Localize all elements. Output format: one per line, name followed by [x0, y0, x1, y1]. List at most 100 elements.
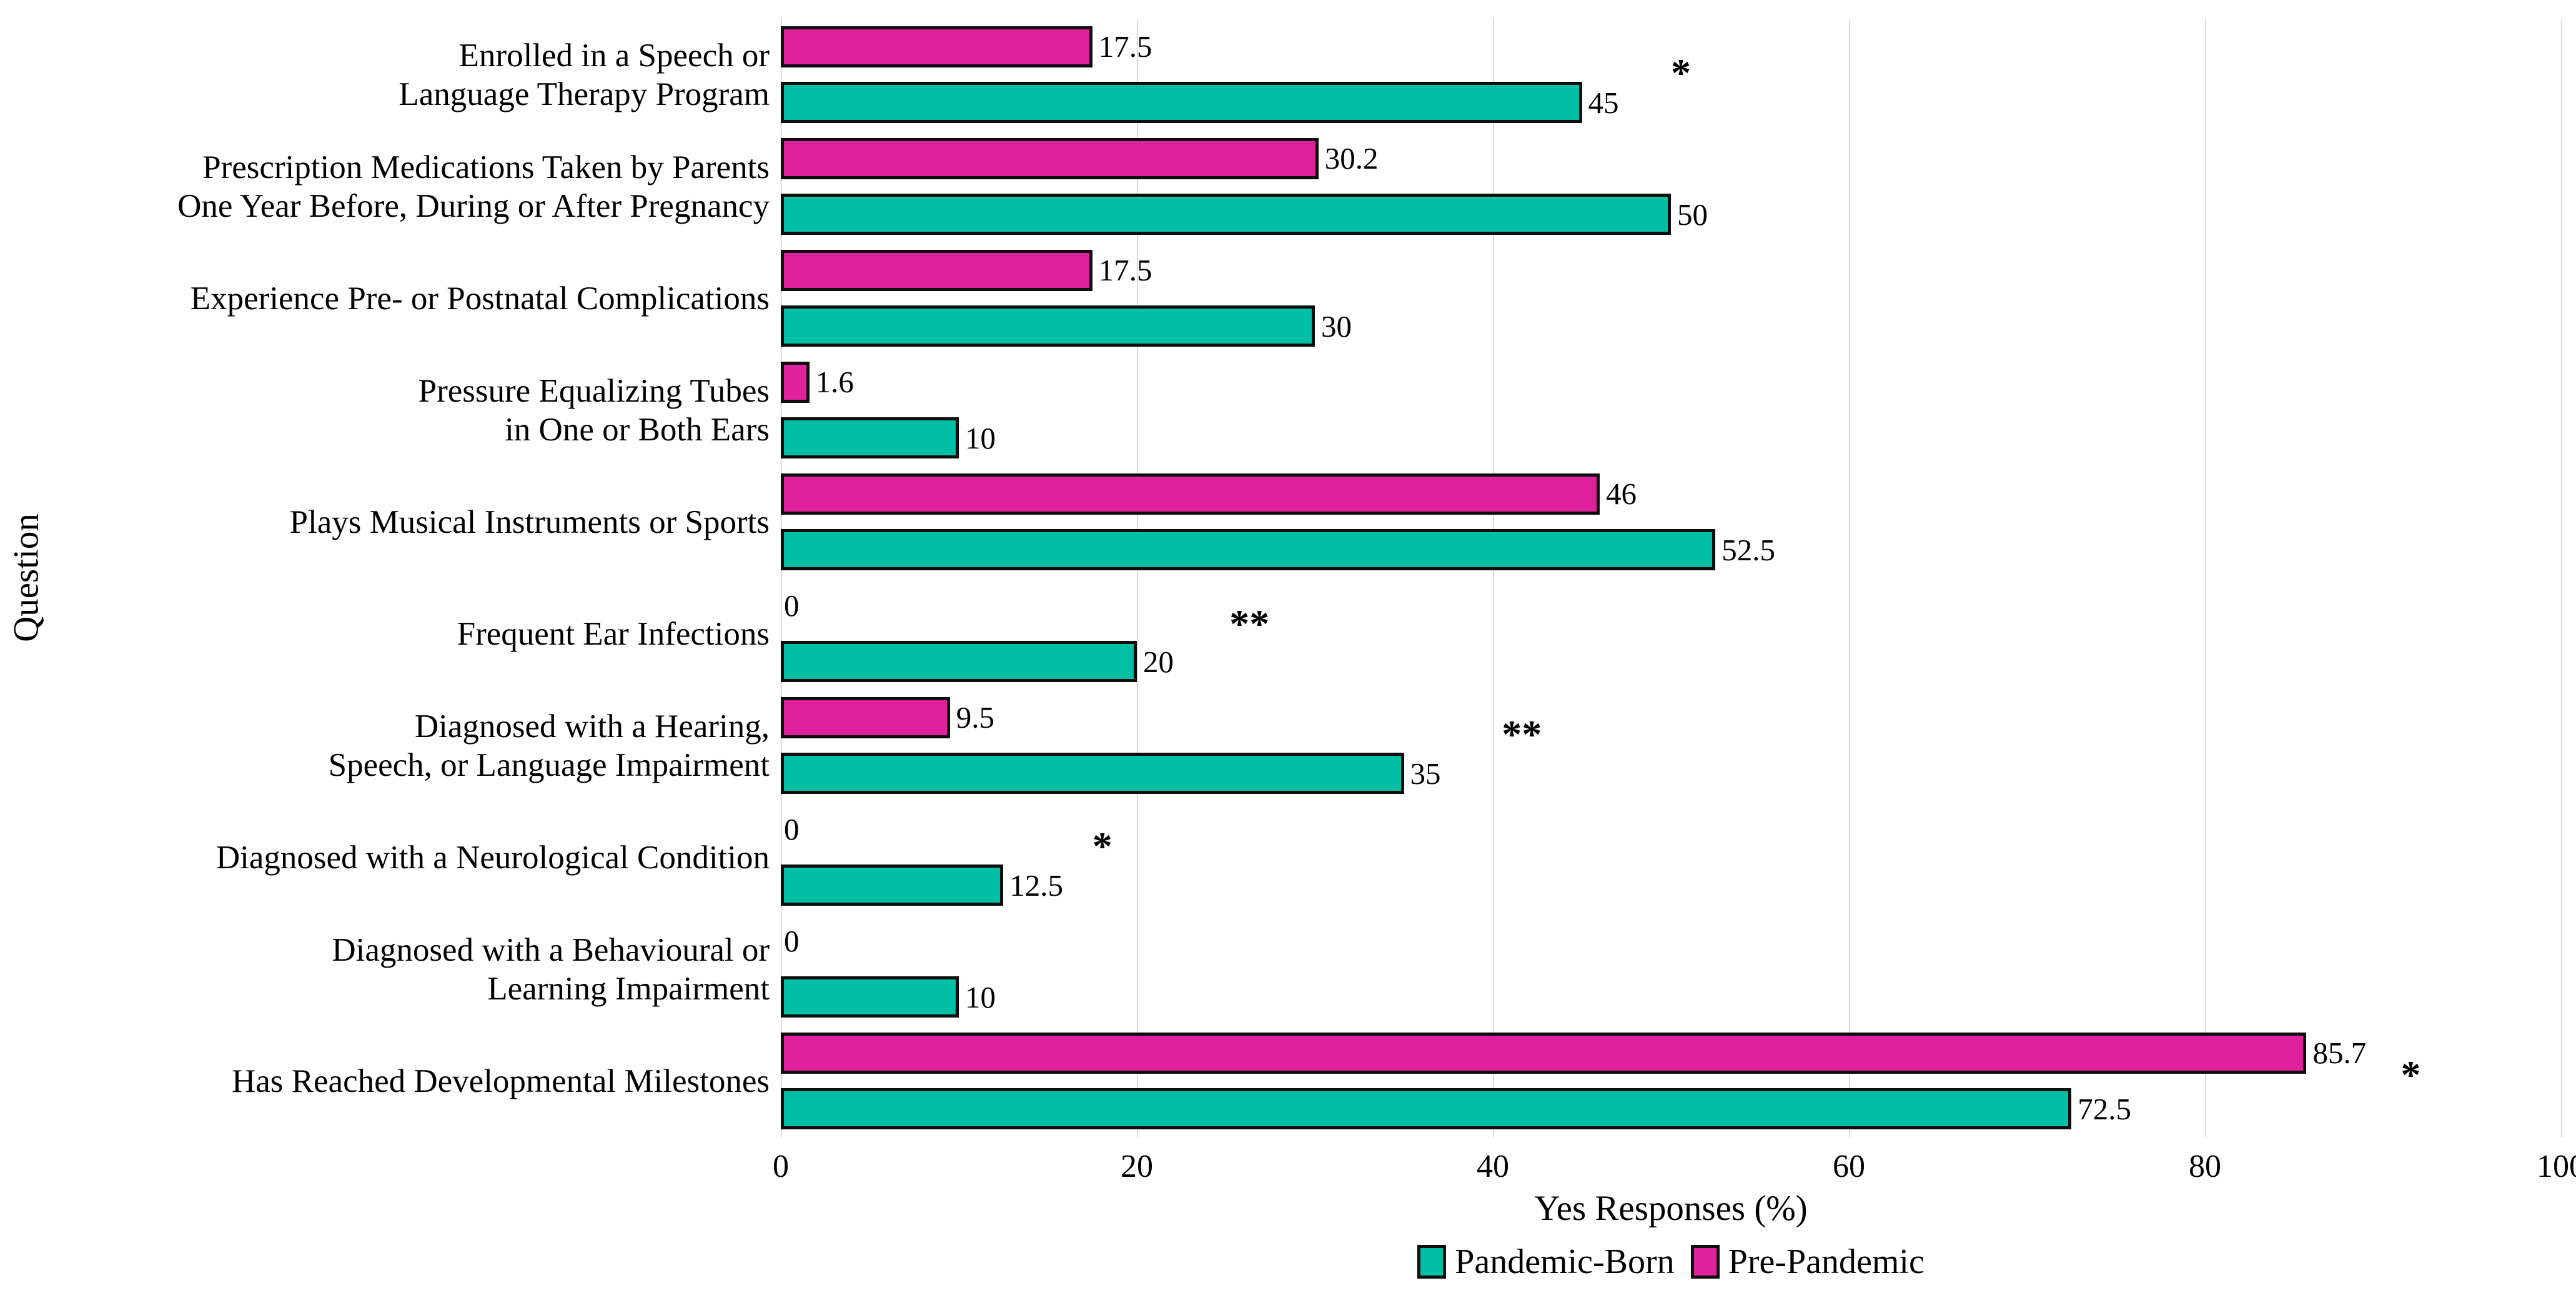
bar-value-label: 12.5	[1009, 868, 1063, 903]
pre-pandemic-row: 0	[781, 578, 2561, 634]
category-label-line: Frequent Ear Infections	[457, 615, 770, 652]
bar-value-label: 0	[784, 588, 800, 623]
category-label-line: Language Therapy Program	[399, 76, 770, 112]
pandemic-born-bar	[781, 529, 1716, 571]
category-label: Enrolled in a Speech or Language Therapy …	[0, 19, 781, 131]
category-label: Diagnosed with a Neurological Condition	[0, 801, 781, 913]
pre-pandemic-row: 17.5	[781, 242, 2561, 299]
category-label-line: Experience Pre- or Postnatal Complicatio…	[190, 280, 770, 317]
pandemic-born-row: 72.5	[781, 1081, 2561, 1137]
gridline	[1137, 19, 1138, 1137]
pre-pandemic-row: 17.5	[781, 19, 2561, 75]
gridlines-layer	[781, 19, 2562, 1137]
legend-label-pre-pandemic: Pre-Pandemic	[1728, 1242, 1925, 1281]
category-label: Prescription Medications Taken by Parent…	[0, 131, 781, 242]
category-group: Diagnosed with a Neurological Condition 0…	[0, 801, 2576, 913]
bar-value-label: 30.2	[1324, 141, 1379, 176]
pre-pandemic-row: 1.6	[781, 354, 2561, 410]
legend-swatch-pre-pandemic-icon	[1690, 1245, 1720, 1279]
category-bars: 46 52.5	[781, 466, 2561, 578]
significance-marker: *	[1092, 824, 1112, 868]
significance-marker: **	[1502, 712, 1542, 756]
x-tick-label: 0	[773, 1149, 789, 1184]
legend-label-pandemic-born: Pandemic-Born	[1455, 1242, 1675, 1281]
category-bars: 0 10	[781, 913, 2561, 1025]
pandemic-born-row: 10	[781, 410, 2561, 467]
pandemic-born-bar	[781, 753, 1404, 795]
category-label: Pressure Equalizing Tubes in One or Both …	[0, 354, 781, 466]
category-label-line: Pressure Equalizing Tubes	[418, 372, 770, 409]
bar-value-label: 30	[1321, 309, 1352, 344]
legend-item-pandemic-born: Pandemic-Born	[1417, 1242, 1675, 1282]
bar-value-label: 50	[1677, 197, 1708, 232]
pre-pandemic-bar	[781, 137, 1319, 179]
category-label-line: Diagnosed with a Behavioural or	[332, 931, 770, 968]
pandemic-born-row: 10	[781, 969, 2561, 1026]
x-tick-label: 80	[2189, 1149, 2221, 1184]
pandemic-born-row: 45	[781, 75, 2561, 131]
pre-pandemic-bar	[781, 361, 810, 403]
legend: Pandemic-Born Pre-Pandemic	[781, 1242, 2561, 1282]
pandemic-born-bar	[781, 417, 959, 459]
category-group: Diagnosed with a Hearing, Speech, or Lang…	[0, 690, 2576, 801]
pre-pandemic-bar	[781, 696, 950, 738]
pandemic-born-bar	[781, 82, 1582, 124]
significance-marker: *	[1671, 51, 1691, 95]
pre-pandemic-row: 85.7	[781, 1025, 2561, 1081]
significance-marker: **	[1229, 602, 1270, 646]
pre-pandemic-row: 46	[781, 466, 2561, 522]
category-bars: 0 20 **	[781, 578, 2561, 690]
category-bars: 30.2 50	[781, 131, 2561, 242]
gridline	[1493, 19, 1494, 1137]
pandemic-born-row: 35	[781, 746, 2561, 802]
pandemic-born-row: 20	[781, 634, 2561, 690]
category-bars: 85.7 72.5 *	[781, 1025, 2561, 1137]
category-label-line: Prescription Medications Taken by Parent…	[202, 149, 770, 186]
category-label-line: Learning Impairment	[487, 970, 770, 1007]
x-tick-label: 40	[1477, 1149, 1509, 1184]
bar-value-label: 17.5	[1098, 29, 1152, 64]
bar-value-label: 35	[1410, 756, 1441, 791]
category-label: Plays Musical Instruments or Sports	[0, 466, 781, 578]
category-group: Enrolled in a Speech or Language Therapy …	[0, 19, 2576, 131]
pandemic-born-row: 50	[781, 187, 2561, 243]
pandemic-born-row: 30	[781, 299, 2561, 355]
bar-value-label: 10	[965, 979, 996, 1014]
category-group: Plays Musical Instruments or Sports 46 52.…	[0, 466, 2576, 578]
category-label-line: Plays Musical Instruments or Sports	[289, 503, 770, 540]
bar-value-label: 9.5	[956, 700, 994, 735]
gridline	[781, 19, 782, 1137]
category-label-line: Has Reached Developmental Milestones	[232, 1063, 770, 1099]
category-label-line: One Year Before, During or After Pregnan…	[177, 187, 770, 224]
pre-pandemic-row: 0	[781, 913, 2561, 969]
gridline	[1849, 19, 1850, 1137]
pre-pandemic-row: 30.2	[781, 131, 2561, 187]
pandemic-born-row: 12.5	[781, 858, 2561, 914]
bar-value-label: 46	[1606, 477, 1637, 512]
pandemic-born-bar	[781, 976, 959, 1018]
category-group: Pressure Equalizing Tubes in One or Both …	[0, 354, 2576, 466]
category-group: Experience Pre- or Postnatal Complicatio…	[0, 242, 2576, 354]
category-bars: 1.6 10	[781, 354, 2561, 466]
x-tick-label: 20	[1121, 1149, 1153, 1184]
pandemic-born-bar	[781, 641, 1137, 683]
bar-value-label: 85.7	[2312, 1036, 2367, 1071]
category-label-line: in One or Both Ears	[505, 411, 770, 448]
category-group: Has Reached Developmental Milestones 85.7…	[0, 1025, 2576, 1137]
category-group: Diagnosed with a Behavioural or Learning …	[0, 913, 2576, 1025]
category-bars: 17.5 45 *	[781, 19, 2561, 131]
legend-item-pre-pandemic: Pre-Pandemic	[1690, 1242, 1925, 1282]
pandemic-born-bar	[781, 194, 1671, 235]
category-label-line: Diagnosed with a Neurological Condition	[215, 839, 770, 876]
category-label-line: Speech, or Language Impairment	[328, 746, 770, 783]
bar-rows: Enrolled in a Speech or Language Therapy …	[0, 19, 2576, 1137]
category-group: Prescription Medications Taken by Parent…	[0, 131, 2576, 242]
category-label-line: Enrolled in a Speech or	[458, 37, 770, 74]
bar-value-label: 52.5	[1721, 532, 1775, 567]
category-bars: 0 12.5 *	[781, 801, 2561, 913]
x-tick-label: 100	[2537, 1149, 2576, 1184]
pre-pandemic-bar	[781, 473, 1600, 515]
pandemic-born-bar	[781, 865, 1004, 906]
x-tick-label: 60	[1833, 1149, 1865, 1184]
